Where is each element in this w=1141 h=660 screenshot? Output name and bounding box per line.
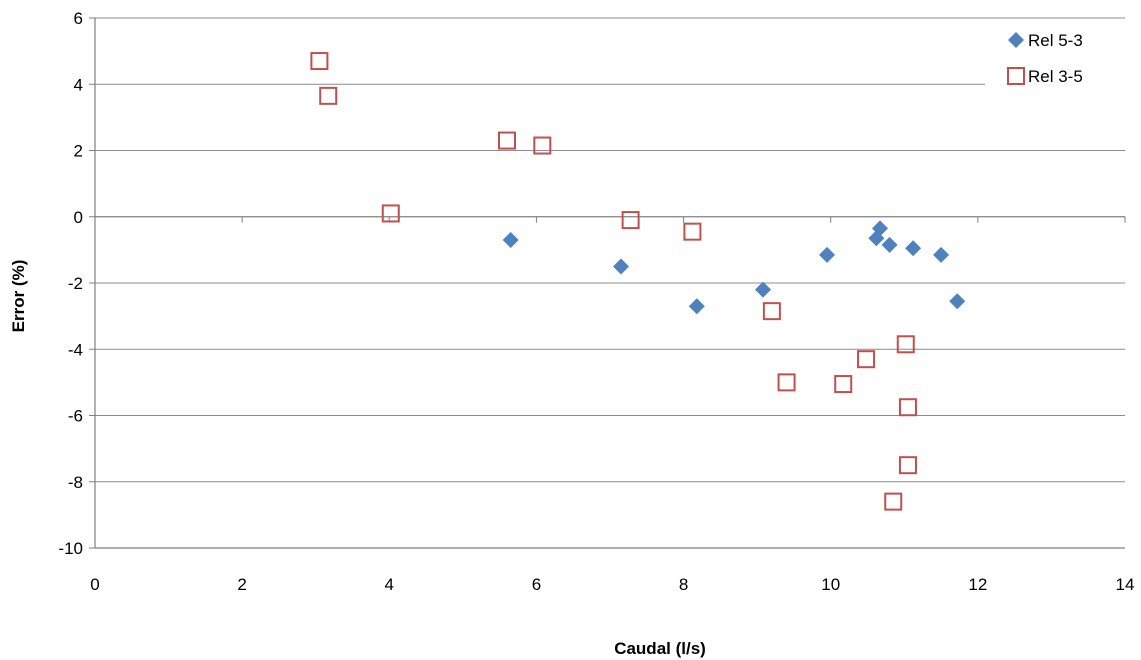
legend-marker (1007, 67, 1025, 85)
data-point (884, 492, 903, 511)
data-point (777, 373, 796, 392)
x-tick-label: 2 (237, 575, 246, 594)
data-point (872, 220, 889, 237)
y-tick-label: 4 (74, 75, 83, 94)
data-point (381, 204, 400, 223)
series-rel-5-3 (502, 220, 966, 315)
data-point (310, 52, 329, 71)
y-tick-label: -2 (68, 274, 83, 293)
x-tick-label: 4 (385, 575, 394, 594)
data-point (857, 350, 876, 369)
data-point (933, 246, 950, 263)
y-tick-label: 6 (74, 9, 83, 28)
x-tick-label: 12 (968, 575, 987, 594)
y-axis-title: Error (%) (9, 260, 28, 333)
x-tick-label: 8 (679, 575, 688, 594)
y-tick-label: -10 (58, 539, 83, 558)
data-point (898, 398, 917, 417)
data-point (621, 211, 640, 230)
gridlines (95, 17, 1125, 549)
data-point (898, 456, 917, 475)
data-point (762, 302, 781, 321)
data-point (949, 293, 966, 310)
y-tick-label: 2 (74, 142, 83, 161)
x-tick-label: 10 (821, 575, 840, 594)
x-tick-label: 6 (532, 575, 541, 594)
data-point (502, 231, 519, 248)
legend-label: Rel 5-3 (1028, 31, 1083, 50)
legend-marker (1008, 32, 1024, 48)
legend: Rel 5-3 Rel 3-5 (1007, 31, 1083, 86)
data-point (881, 236, 898, 253)
x-tick-label: 0 (90, 575, 99, 594)
data-point (683, 222, 702, 241)
data-point (533, 136, 552, 155)
y-tick-label: -6 (68, 407, 83, 426)
data-point (834, 375, 853, 394)
data-point (905, 240, 922, 257)
x-tick-label: 14 (1116, 575, 1135, 594)
y-tick-label: -8 (68, 473, 83, 492)
legend-label: Rel 3-5 (1028, 67, 1083, 86)
data-point (319, 86, 338, 105)
series-rel-3-5 (310, 52, 917, 511)
data-point (896, 335, 915, 354)
data-points (310, 52, 966, 511)
y-tick-label: 0 (74, 208, 83, 227)
y-tick-label: -4 (68, 340, 83, 359)
data-point (613, 258, 630, 275)
data-point (755, 281, 772, 298)
x-axis-title: Caudal (l/s) (614, 639, 706, 658)
data-point (819, 246, 836, 263)
data-point (688, 298, 705, 315)
data-point (498, 131, 516, 150)
tick-labels: -10 -8 -6 -4 -2 0 2 4 6 0 2 4 6 8 10 12 14 (58, 9, 1134, 594)
